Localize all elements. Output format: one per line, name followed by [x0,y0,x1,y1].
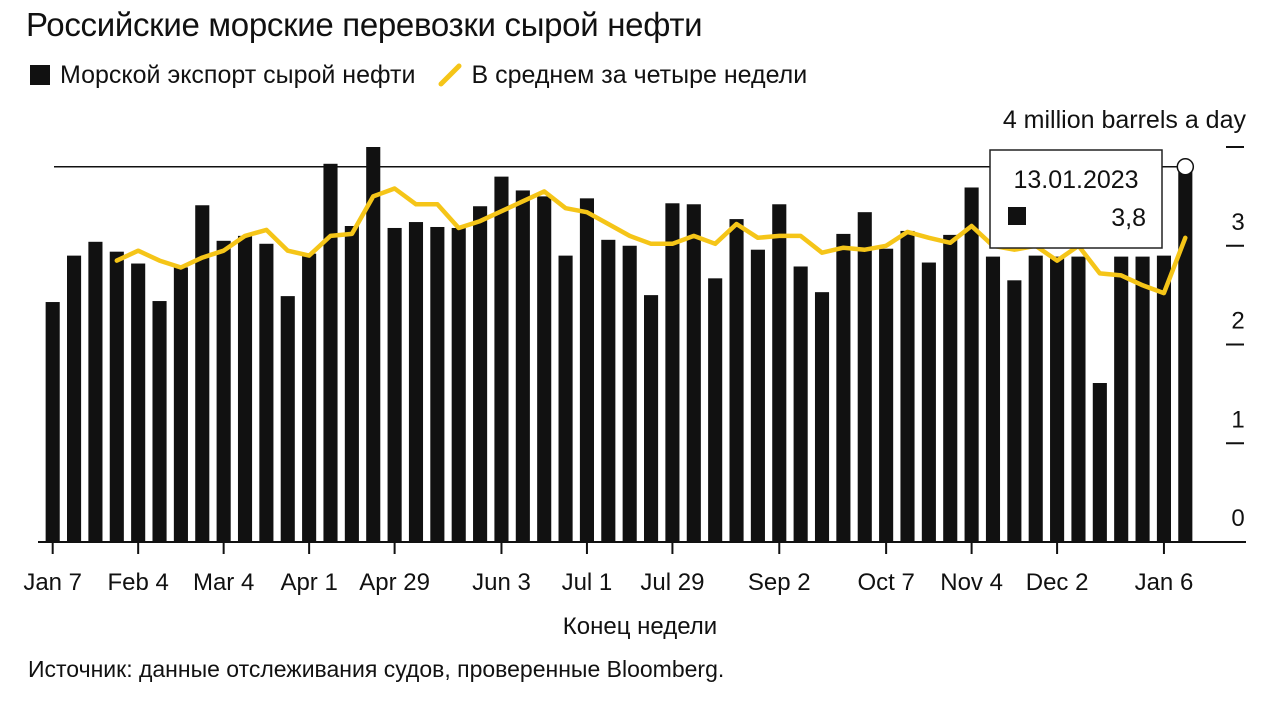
bar[interactable] [750,249,765,542]
tooltip-value: 3,8 [1111,204,1146,232]
tooltip-date: 13.01.2023 [1013,166,1138,194]
x-tick-label: Mar 4 [193,569,254,596]
bar[interactable] [173,267,188,542]
x-tick-label: Jan 7 [23,569,82,596]
bar[interactable] [943,234,958,542]
bar[interactable] [814,292,830,542]
bar[interactable] [195,205,210,542]
bar[interactable] [772,204,787,542]
y-axis-unit-label: 4 million barrels a day [1003,106,1247,134]
bar[interactable] [964,187,979,543]
bar[interactable] [216,240,231,542]
bars-layer [45,147,1193,543]
bar[interactable] [665,203,680,542]
bar[interactable] [515,190,530,542]
bar[interactable] [644,295,659,542]
bar[interactable] [622,245,637,542]
bar[interactable] [237,235,253,542]
x-tick-label: Jul 1 [562,569,613,596]
tooltip[interactable]: 13.01.2023 3,8 [989,149,1163,249]
tooltip-swatch [1008,207,1026,225]
bar[interactable] [344,226,359,542]
legend: Морской экспорт сырой нефти В среднем за… [30,58,829,92]
bar[interactable] [857,212,872,543]
bar[interactable] [579,198,594,542]
x-tick-label: Sep 2 [748,569,811,596]
legend-item-bars: Морской экспорт сырой нефти [30,61,415,90]
bar[interactable] [280,296,295,542]
bar[interactable] [793,266,808,542]
bar[interactable] [686,204,701,542]
bar[interactable] [1135,256,1150,542]
bar[interactable] [1178,166,1193,542]
y-tick-label: 1 [1231,406,1244,433]
bar[interactable] [323,163,338,542]
bar[interactable] [473,206,488,542]
y-tick-label: 0 [1231,505,1244,532]
bar[interactable] [1028,255,1043,542]
bar[interactable] [1050,256,1065,542]
bar[interactable] [921,262,936,542]
bar[interactable] [45,302,60,542]
bar[interactable] [366,147,381,542]
x-tick-label: Jan 6 [1135,569,1194,596]
bar[interactable] [302,253,317,542]
hover-marker [1176,158,1195,176]
x-axis-label: Конец недели [563,613,717,640]
legend-label-line: В среднем за четыре недели [471,60,808,89]
bar[interactable] [985,256,1001,542]
bar[interactable] [708,278,723,542]
x-tick-label: Apr 29 [359,569,430,596]
bar[interactable] [900,230,915,542]
bar[interactable] [836,233,851,542]
bar[interactable] [451,227,466,542]
bar[interactable] [494,176,509,542]
x-tick-label: Dec 2 [1026,569,1089,596]
legend-swatch-bars [30,65,50,85]
y-tick-label: 2 [1231,308,1244,335]
bar[interactable] [408,222,424,543]
chart-plot: 0 1 2 3 4 million barrels a day Jan 7 Feb 4 Mar… [23,106,1246,640]
bar[interactable] [67,255,82,542]
x-tick-label: Feb 4 [107,569,168,596]
bar[interactable] [1071,256,1086,542]
bar[interactable] [109,251,124,543]
bar[interactable] [879,248,894,542]
bar[interactable] [558,255,573,542]
bar[interactable] [1156,255,1171,542]
y-tick-label: 3 [1231,209,1244,236]
bar[interactable] [430,226,445,543]
bar[interactable] [537,196,552,542]
bar[interactable] [152,301,167,542]
x-tick-label: Oct 7 [857,569,914,596]
axis-layer: 0 1 2 3 4 million barrels a day Jan 7 Feb 4 Mar… [23,106,1246,640]
legend-item-line: В среднем за четыре недели [437,61,807,90]
bar[interactable] [1114,256,1129,542]
bar[interactable] [259,243,274,542]
x-tick-label: Jun 3 [472,569,531,596]
x-tick-label: Nov 4 [940,569,1003,596]
chart-title: Российские морские перевозки сырой нефти [26,6,703,43]
bar[interactable] [387,227,402,542]
tooltip-box [989,149,1163,249]
bar[interactable] [88,241,103,543]
bar[interactable] [601,239,616,542]
bar[interactable] [131,263,146,542]
x-tick-label: Apr 1 [280,569,337,596]
x-tick-label: Jul 29 [640,569,704,596]
legend-swatch-line [438,63,462,87]
source-note: Источник: данные отслеживания судов, про… [28,656,725,682]
bar[interactable] [729,219,744,542]
legend-label-bars: Морской экспорт сырой нефти [60,60,416,89]
bar[interactable] [1092,383,1107,542]
bar[interactable] [1007,280,1022,542]
